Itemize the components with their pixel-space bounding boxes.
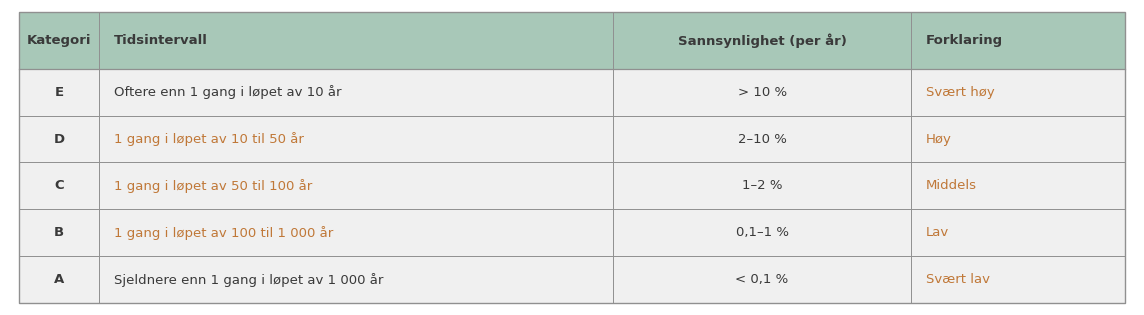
Text: Lav: Lav bbox=[927, 226, 950, 239]
Bar bbox=[19, 163, 100, 209]
Bar bbox=[613, 69, 912, 116]
Bar bbox=[912, 12, 1125, 69]
Text: Middels: Middels bbox=[927, 179, 977, 192]
Text: C: C bbox=[55, 179, 64, 192]
Text: Oftere enn 1 gang i løpet av 10 år: Oftere enn 1 gang i løpet av 10 år bbox=[114, 85, 341, 99]
Bar bbox=[100, 163, 613, 209]
Bar bbox=[613, 256, 912, 303]
Bar bbox=[19, 116, 100, 163]
Bar bbox=[613, 12, 912, 69]
Text: 1 gang i løpet av 50 til 100 år: 1 gang i løpet av 50 til 100 år bbox=[114, 179, 312, 193]
Bar bbox=[613, 116, 912, 163]
Text: 1 gang i løpet av 100 til 1 000 år: 1 gang i løpet av 100 til 1 000 år bbox=[114, 226, 333, 240]
Bar bbox=[613, 209, 912, 256]
Bar bbox=[100, 12, 613, 69]
Bar bbox=[912, 209, 1125, 256]
Text: Forklaring: Forklaring bbox=[927, 34, 1003, 47]
Text: > 10 %: > 10 % bbox=[738, 86, 787, 99]
Bar bbox=[19, 256, 100, 303]
Text: Sjeldnere enn 1 gang i løpet av 1 000 år: Sjeldnere enn 1 gang i løpet av 1 000 år bbox=[114, 272, 383, 287]
Bar bbox=[613, 163, 912, 209]
Bar bbox=[100, 209, 613, 256]
Text: 0,1–1 %: 0,1–1 % bbox=[736, 226, 788, 239]
Bar bbox=[19, 209, 100, 256]
Text: 1–2 %: 1–2 % bbox=[741, 179, 782, 192]
Text: E: E bbox=[55, 86, 64, 99]
Text: Tidsintervall: Tidsintervall bbox=[114, 34, 208, 47]
Text: B: B bbox=[54, 226, 64, 239]
Text: 2–10 %: 2–10 % bbox=[738, 133, 787, 146]
Bar bbox=[19, 12, 100, 69]
Bar bbox=[19, 69, 100, 116]
Bar bbox=[100, 256, 613, 303]
Bar bbox=[100, 116, 613, 163]
Text: Sannsynlighet (per år): Sannsynlighet (per år) bbox=[677, 33, 847, 48]
Text: < 0,1 %: < 0,1 % bbox=[736, 273, 788, 286]
Bar bbox=[100, 69, 613, 116]
Text: D: D bbox=[54, 133, 65, 146]
Bar bbox=[912, 163, 1125, 209]
Text: 1 gang i løpet av 10 til 50 år: 1 gang i løpet av 10 til 50 år bbox=[114, 132, 304, 146]
Text: Kategori: Kategori bbox=[27, 34, 92, 47]
Text: Svært høy: Svært høy bbox=[927, 86, 995, 99]
Bar bbox=[912, 256, 1125, 303]
Bar bbox=[912, 116, 1125, 163]
Text: Høy: Høy bbox=[927, 133, 952, 146]
Text: A: A bbox=[54, 273, 64, 286]
Text: Svært lav: Svært lav bbox=[927, 273, 991, 286]
Bar bbox=[912, 69, 1125, 116]
